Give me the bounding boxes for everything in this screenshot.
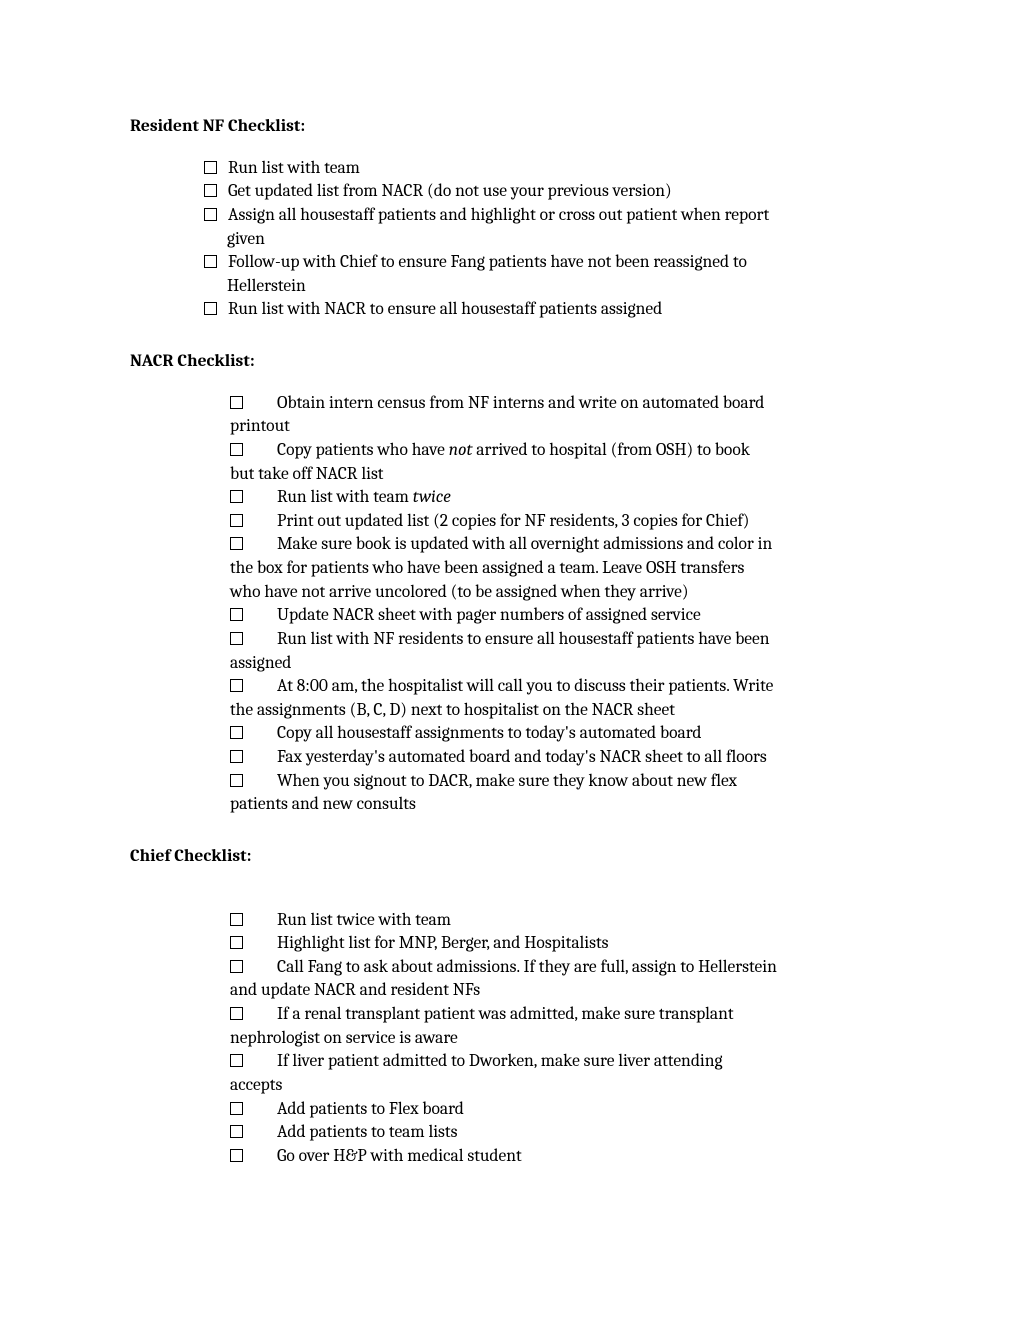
checkbox-icon xyxy=(230,774,243,787)
checklist-item-continuation: Hellerstein xyxy=(130,275,890,299)
checklist-item-text: Run list with team twice xyxy=(277,486,890,510)
checklist-item-text: Run list twice with team xyxy=(277,909,890,933)
checkbox-icon xyxy=(230,443,243,456)
checkbox-icon xyxy=(230,750,243,763)
checkbox-icon xyxy=(204,184,217,197)
checkbox-icon xyxy=(230,608,243,621)
checkbox-icon xyxy=(230,726,243,739)
checklist-item-text: Follow-up with Chief to ensure Fang pati… xyxy=(228,251,890,275)
checkbox-icon xyxy=(230,1125,243,1138)
checklist-item-text: Copy all housestaff assignments to today… xyxy=(277,722,890,746)
checkbox-icon xyxy=(230,1007,243,1020)
checklist-item: Copy all housestaff assignments to today… xyxy=(130,722,890,746)
checklist-item: Get updated list from NACR (do not use y… xyxy=(130,180,890,204)
checklist-item-continuation: patients and new consults xyxy=(130,793,890,817)
checklist: Run list twice with teamHighlight list f… xyxy=(130,909,890,1169)
checklist-item: Add patients to Flex board xyxy=(130,1098,890,1122)
checklist-item: Follow-up with Chief to ensure Fang pati… xyxy=(130,251,890,275)
checkbox-icon xyxy=(204,255,217,268)
checklist-item-text: Call Fang to ask about admissions. If th… xyxy=(277,956,890,980)
checklist-item-continuation: the assignments (B, C, D) next to hospit… xyxy=(130,699,890,723)
checklist-item-continuation: but take off NACR list xyxy=(130,463,890,487)
checklist-item-continuation: nephrologist on service is aware xyxy=(130,1027,890,1051)
checklist-item: Call Fang to ask about admissions. If th… xyxy=(130,956,890,980)
checklist-item-continuation: assigned xyxy=(130,652,890,676)
section-title: NACR Checklist: xyxy=(130,350,890,374)
checklist: Obtain intern census from NF interns and… xyxy=(130,392,890,817)
document-page: Resident NF Checklist: Run list with team… xyxy=(0,0,1020,1320)
checklist-item-text: Run list with NACR to ensure all housest… xyxy=(228,298,890,322)
checklist-item-continuation: given xyxy=(130,228,890,252)
section-title: Chief Checklist: xyxy=(130,845,890,869)
checklist-item: Make sure book is updated with all overn… xyxy=(130,533,890,557)
checklist-item-continuation: accepts xyxy=(130,1074,890,1098)
checklist-item: Run list with team xyxy=(130,157,890,181)
checkbox-icon xyxy=(230,1054,243,1067)
checklist: Run list with teamGet updated list from … xyxy=(130,157,890,322)
checklist-item: Update NACR sheet with pager numbers of … xyxy=(130,604,890,628)
checklist-item-text: If liver patient admitted to Dworken, ma… xyxy=(277,1050,890,1074)
checklist-item-continuation: the box for patients who have been assig… xyxy=(130,557,890,581)
checklist-item: Add patients to team lists xyxy=(130,1121,890,1145)
checklist-item-continuation: who have not arrive uncolored (to be ass… xyxy=(130,581,890,605)
checkbox-icon xyxy=(230,679,243,692)
checklist-item-text: Fax yesterday's automated board and toda… xyxy=(277,746,890,770)
checklist-item-continuation: and update NACR and resident NFs xyxy=(130,979,890,1003)
checklist-item: Run list with NACR to ensure all housest… xyxy=(130,298,890,322)
checklist-item: When you signout to DACR, make sure they… xyxy=(130,770,890,794)
checkbox-icon xyxy=(204,161,217,174)
checkbox-icon xyxy=(230,490,243,503)
checklist-item: Highlight list for MNP, Berger, and Hosp… xyxy=(130,932,890,956)
checklist-item-text: Obtain intern census from NF interns and… xyxy=(277,392,890,416)
checklist-item-text: At 8:00 am, the hospitalist will call yo… xyxy=(277,675,890,699)
checkbox-icon xyxy=(230,1102,243,1115)
checkbox-icon xyxy=(230,913,243,926)
checklist-item: Obtain intern census from NF interns and… xyxy=(130,392,890,416)
checkbox-icon xyxy=(230,632,243,645)
checkbox-icon xyxy=(230,936,243,949)
checklist-item-text: Add patients to team lists xyxy=(277,1121,890,1145)
checklist-item: If liver patient admitted to Dworken, ma… xyxy=(130,1050,890,1074)
checklist-item: Assign all housestaff patients and highl… xyxy=(130,204,890,228)
checkbox-icon xyxy=(230,537,243,550)
document-content: Resident NF Checklist: Run list with team… xyxy=(130,115,890,1168)
checklist-item-text: When you signout to DACR, make sure they… xyxy=(277,770,890,794)
checklist-item: Fax yesterday's automated board and toda… xyxy=(130,746,890,770)
checklist-item: At 8:00 am, the hospitalist will call yo… xyxy=(130,675,890,699)
checklist-item-text: Go over H&P with medical student xyxy=(277,1145,890,1169)
checklist-item-text: Print out updated list (2 copies for NF … xyxy=(277,510,890,534)
checklist-item-text: Run list with NF residents to ensure all… xyxy=(277,628,890,652)
checklist-item: If a renal transplant patient was admitt… xyxy=(130,1003,890,1027)
checklist-item-text: Assign all housestaff patients and highl… xyxy=(228,204,890,228)
checklist-item-text: Copy patients who have not arrived to ho… xyxy=(277,439,890,463)
checkbox-icon xyxy=(230,514,243,527)
checklist-item-text: Add patients to Flex board xyxy=(277,1098,890,1122)
checkbox-icon xyxy=(204,302,217,315)
checkbox-icon xyxy=(230,396,243,409)
checklist-item-text: Highlight list for MNP, Berger, and Hosp… xyxy=(277,932,890,956)
checklist-item-text: Make sure book is updated with all overn… xyxy=(277,533,890,557)
checklist-item: Run list with team twice xyxy=(130,486,890,510)
checkbox-icon xyxy=(204,208,217,221)
checklist-item-continuation: printout xyxy=(130,415,890,439)
checklist-item: Go over H&P with medical student xyxy=(130,1145,890,1169)
checklist-item-text: Update NACR sheet with pager numbers of … xyxy=(277,604,890,628)
checkbox-icon xyxy=(230,1149,243,1162)
checklist-item-text: Run list with team xyxy=(228,157,890,181)
section-title: Resident NF Checklist: xyxy=(130,115,890,139)
checklist-item: Copy patients who have not arrived to ho… xyxy=(130,439,890,463)
checklist-item: Run list twice with team xyxy=(130,909,890,933)
checklist-item: Run list with NF residents to ensure all… xyxy=(130,628,890,652)
checklist-item-text: Get updated list from NACR (do not use y… xyxy=(228,180,890,204)
checklist-item-text: If a renal transplant patient was admitt… xyxy=(277,1003,890,1027)
checkbox-icon xyxy=(230,960,243,973)
checklist-item: Print out updated list (2 copies for NF … xyxy=(130,510,890,534)
